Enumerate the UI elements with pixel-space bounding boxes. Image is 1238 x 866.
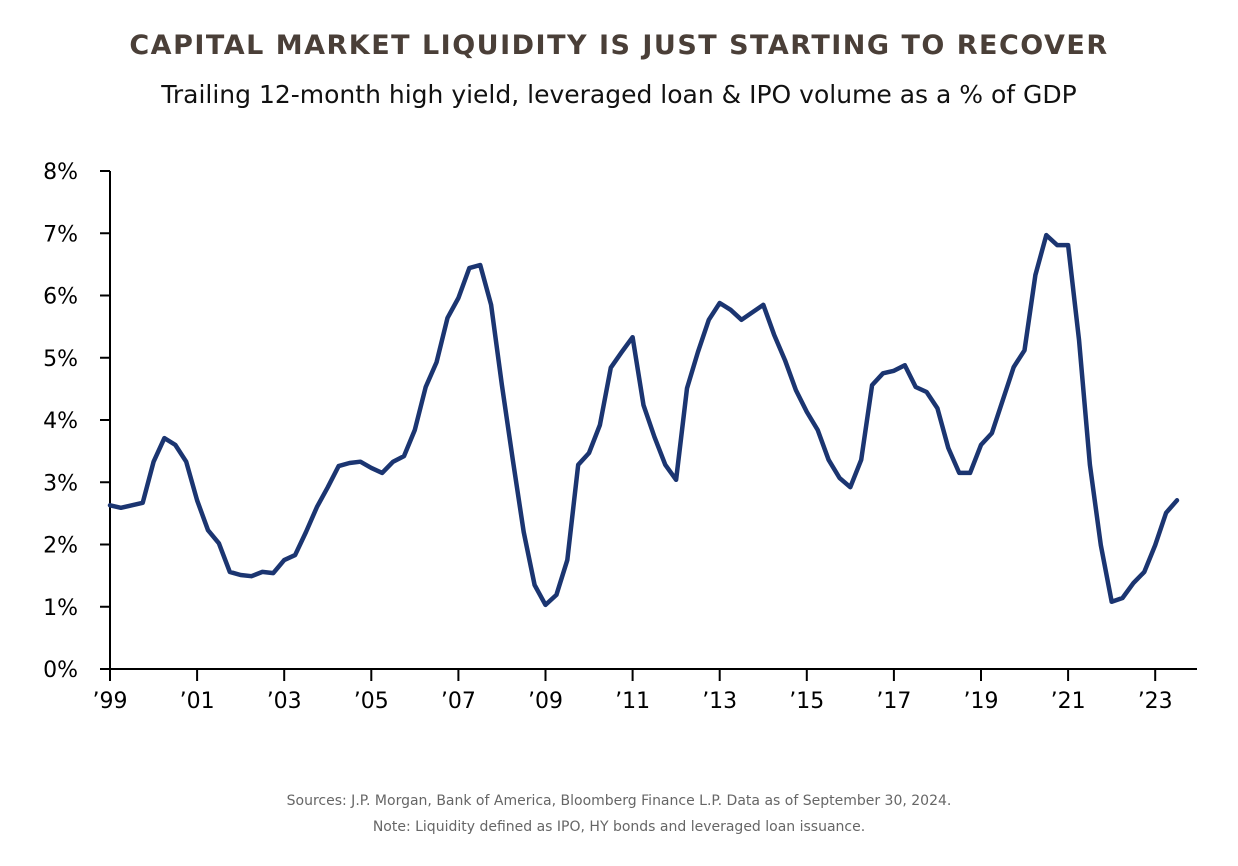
- y-tick-label: 7%: [43, 222, 78, 247]
- x-tick-label: ’17: [876, 689, 911, 714]
- y-tick-label: 0%: [43, 658, 78, 683]
- y-tick-label: 4%: [43, 409, 78, 434]
- series-line: [107, 232, 1180, 608]
- x-tick-label: ’21: [1051, 689, 1086, 714]
- x-tick-label: ’23: [1138, 689, 1173, 714]
- x-tick-label: ’11: [615, 689, 650, 714]
- y-tick-label: 3%: [43, 471, 78, 496]
- x-tick-label: ’05: [354, 689, 389, 714]
- x-tick-label: ’03: [267, 689, 302, 714]
- y-tick-label: 6%: [43, 285, 78, 310]
- y-tick-label: 8%: [43, 160, 78, 185]
- x-tick-label: ’15: [789, 689, 824, 714]
- x-tick-label: ’01: [180, 689, 215, 714]
- y-tick-label: 5%: [43, 347, 78, 372]
- chart-title: CAPITAL MARKET LIQUIDITY IS JUST STARTIN…: [129, 30, 1109, 61]
- footer-note: Note: Liquidity defined as IPO, HY bonds…: [372, 819, 866, 835]
- x-tick-label: ’99: [93, 689, 128, 714]
- x-tick-label: ’13: [702, 689, 737, 714]
- y-tick-label: 1%: [43, 596, 78, 621]
- footer-sources: Sources: J.P. Morgan, Bank of America, B…: [286, 793, 952, 809]
- x-tick-label: ’07: [441, 689, 476, 714]
- y-tick-label: 2%: [43, 534, 78, 559]
- x-tick-label: ’09: [528, 689, 563, 714]
- chart-subtitle: Trailing 12-month high yield, leveraged …: [161, 80, 1077, 109]
- x-tick-label: ’19: [964, 689, 999, 714]
